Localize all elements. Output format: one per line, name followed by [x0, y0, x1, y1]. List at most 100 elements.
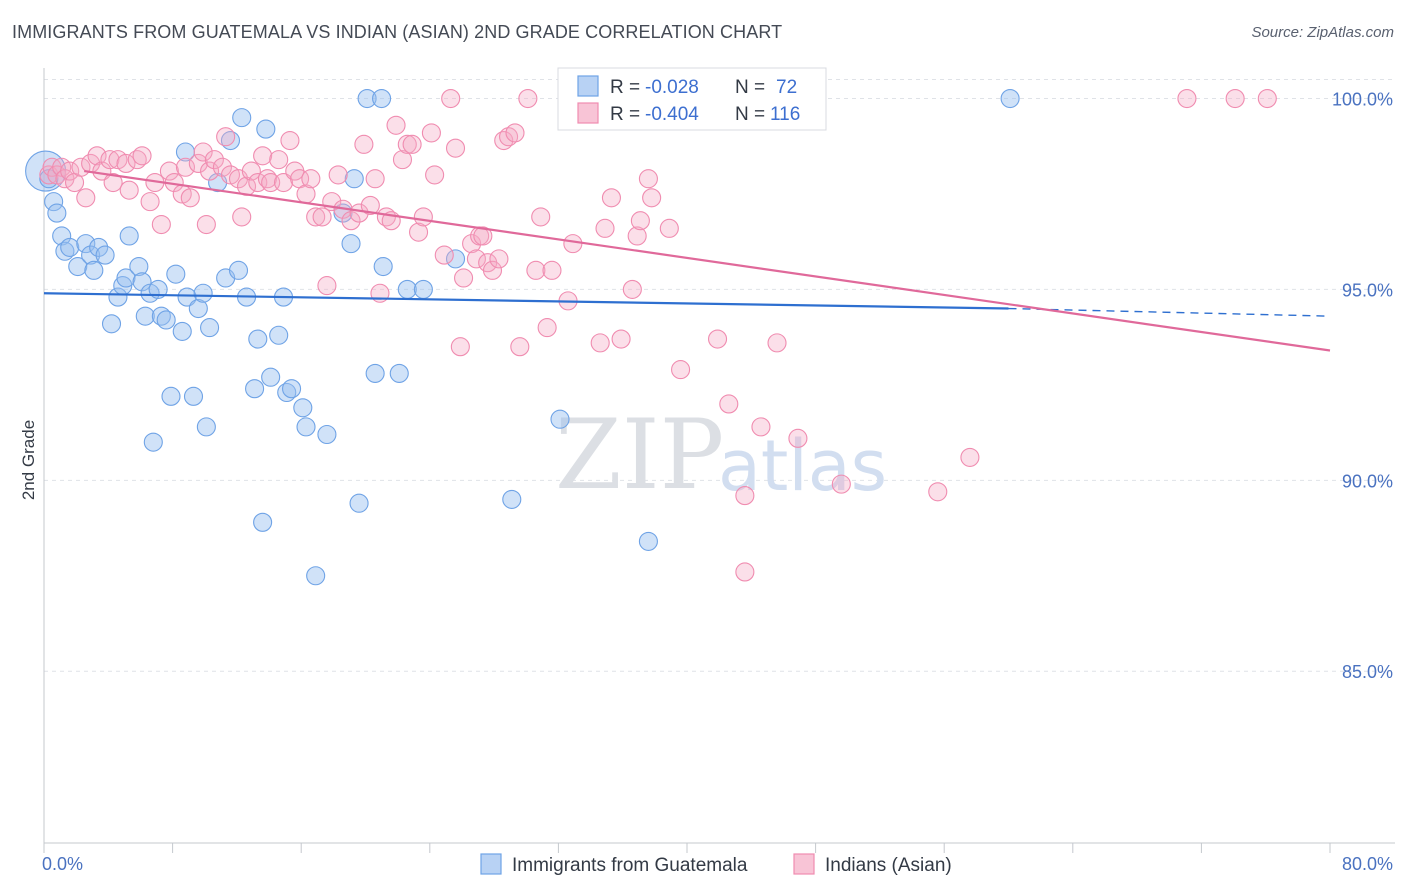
- point-indians-66: [397, 134, 417, 154]
- point-guatemala-20: [135, 306, 155, 326]
- y-axis-label: 2nd Grade: [19, 420, 38, 500]
- series-legend: Immigrants from Guatemala Indians (Asian…: [480, 853, 952, 876]
- point-indians-73: [441, 88, 461, 109]
- stats-r-value-blue: -0.028: [645, 77, 699, 98]
- legend-label-indians: Indians (Asian): [825, 855, 952, 876]
- point-indians-82: [482, 260, 503, 280]
- point-guatemala-52: [296, 417, 316, 437]
- point-guatemala-66: [445, 249, 466, 269]
- point-indians-117: [1225, 88, 1245, 109]
- stats-n-label-blue: N =: [735, 77, 765, 98]
- point-guatemala-57: [344, 169, 364, 189]
- point-guatemala-71: [1000, 88, 1020, 109]
- watermark-atlas: atlas: [718, 425, 887, 507]
- point-indians-41: [257, 169, 277, 189]
- stats-r-label-blue: R =: [610, 77, 640, 98]
- point-indians-109: [735, 486, 755, 506]
- point-indians-119: [735, 562, 755, 582]
- point-indians-11: [92, 161, 112, 181]
- point-indians-75: [450, 337, 470, 357]
- point-indians-102: [638, 169, 658, 189]
- point-indians-90: [531, 207, 551, 227]
- point-guatemala-40: [232, 108, 252, 128]
- stats-r-value-pink: -0.404: [645, 104, 699, 125]
- point-indians-83: [489, 249, 509, 269]
- point-guatemala-54: [317, 424, 337, 445]
- point-guatemala-30: [177, 287, 197, 307]
- stats-swatch-blue: [577, 75, 599, 97]
- point-guatemala-51: [293, 398, 313, 418]
- point-indians-68: [408, 222, 429, 242]
- point-guatemala-67: [502, 489, 522, 509]
- point-indians-94: [563, 234, 583, 254]
- axes: [43, 68, 1395, 853]
- point-indians-28: [193, 142, 213, 162]
- point-guatemala-61: [373, 256, 393, 277]
- point-indians-16: [119, 180, 139, 200]
- point-indians-101: [630, 211, 650, 231]
- point-guatemala-33: [193, 283, 213, 303]
- trend-line-indians: [84, 169, 1331, 352]
- point-guatemala-65: [413, 279, 433, 299]
- point-indians-99: [622, 279, 642, 299]
- point-guatemala-4: [52, 226, 72, 246]
- point-guatemala-35: [200, 318, 220, 338]
- tick-labels: 85.0% 90.0% 95.0% 100.0% 0.0% 80.0%: [42, 90, 1393, 874]
- point-guatemala-69: [638, 531, 658, 551]
- point-guatemala-34: [196, 417, 216, 437]
- point-guatemala-39: [228, 260, 249, 280]
- point-indians-88: [518, 88, 538, 109]
- point-indians-71: [425, 165, 445, 185]
- trend-line-guatemala-extension: [1008, 307, 1331, 317]
- point-guatemala-11: [89, 237, 109, 257]
- y-tick-label-1: 90.0%: [1342, 471, 1393, 491]
- point-guatemala-68: [550, 409, 570, 429]
- point-indians-25: [175, 157, 196, 177]
- point-indians-86: [505, 123, 525, 143]
- point-indians-56: [341, 211, 361, 231]
- point-guatemala-6: [60, 237, 80, 257]
- y-tick-label-2: 95.0%: [1342, 280, 1393, 300]
- point-guatemala-28: [172, 321, 192, 341]
- point-indians-77: [462, 234, 482, 254]
- point-guatemala-9: [81, 245, 101, 265]
- point-indians-18: [132, 146, 152, 166]
- point-indians-30: [200, 161, 220, 181]
- stats-legend-box: [557, 67, 827, 131]
- y-tick-label-3: 100.0%: [1332, 90, 1393, 110]
- x-tick-label-end: 80.0%: [1342, 854, 1393, 874]
- point-indians-52: [317, 276, 337, 296]
- point-indians-44: [273, 172, 294, 193]
- point-indians-38: [241, 161, 261, 181]
- point-guatemala-27: [166, 264, 186, 284]
- point-indians-69: [413, 207, 433, 227]
- point-indians-113: [831, 474, 851, 494]
- point-guatemala-53: [306, 566, 326, 586]
- point-indians-29: [196, 214, 216, 235]
- legend-label-guatemala: Immigrants from Guatemala: [512, 855, 748, 876]
- point-indians-76: [454, 268, 474, 288]
- point-indians-87: [510, 337, 530, 357]
- watermark-zip: ZIP: [555, 399, 724, 511]
- chart-title: IMMIGRANTS FROM GUATEMALA VS INDIAN (ASI…: [12, 22, 783, 42]
- point-guatemala-10: [84, 260, 104, 280]
- point-indians-13: [103, 172, 123, 193]
- point-guatemala-56: [341, 234, 361, 254]
- y-tick-label-0: 85.0%: [1342, 662, 1393, 682]
- point-indians-51: [312, 207, 332, 227]
- point-indians-105: [671, 360, 691, 380]
- point-guatemala-7: [68, 256, 88, 277]
- point-indians-50: [306, 207, 326, 227]
- points-layer: [25, 88, 1277, 586]
- point-indians-64: [386, 115, 406, 135]
- point-guatemala-58: [349, 493, 369, 513]
- stats-n-value-pink: 116: [770, 104, 800, 125]
- point-guatemala-62: [372, 88, 392, 109]
- trend-line-guatemala: [43, 292, 1009, 310]
- point-guatemala-32: [188, 298, 208, 319]
- point-indians-118: [1257, 88, 1277, 109]
- point-indians-108: [719, 394, 739, 414]
- point-indians-15: [116, 153, 136, 173]
- stats-n-label-pink: N =: [735, 104, 765, 125]
- point-indians-103: [642, 188, 662, 208]
